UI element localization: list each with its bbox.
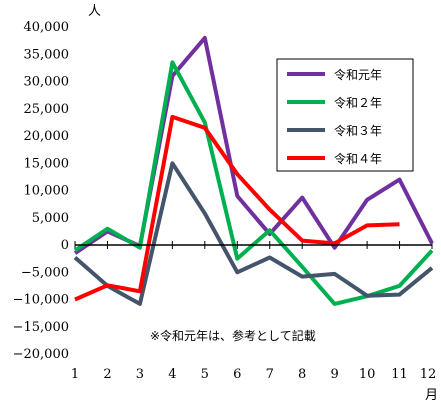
y-tick-label: −20,000: [13, 347, 69, 362]
legend-label: 令和元年: [334, 67, 382, 82]
x-tick-label: 3: [136, 367, 144, 382]
legend-box: [276, 58, 414, 172]
x-tick-label: 5: [201, 367, 209, 382]
x-axis-ticks: 1 2 3 4 5 6 7 8 9 10 11 12: [71, 241, 436, 382]
y-axis-unit: 人: [88, 4, 101, 19]
y-tick-label: 40,000: [24, 20, 70, 35]
x-tick-label: 9: [330, 367, 338, 382]
y-tick-label: 5,000: [32, 211, 69, 226]
y-tick-label: 20,000: [24, 129, 70, 144]
x-tick-label: 7: [266, 367, 274, 382]
x-tick-label: 8: [298, 367, 306, 382]
y-axis-ticks: 40,000 35,000 30,000 25,000 20,000 15,000 10,0…: [13, 20, 69, 362]
y-tick-label: 0: [61, 238, 69, 253]
x-tick-label: 10: [359, 367, 376, 382]
y-tick-label: −5,000: [21, 265, 69, 280]
y-tick-label: 15,000: [24, 156, 70, 171]
y-tick-label: 30,000: [24, 75, 70, 90]
y-tick-label: 35,000: [24, 47, 70, 62]
series-line: [73, 161, 434, 306]
legend-label: 令和３年: [334, 123, 382, 138]
y-tick-label: 10,000: [24, 184, 70, 199]
y-tick-label: −10,000: [13, 293, 69, 308]
x-axis-unit: 月: [425, 388, 438, 403]
x-tick-label: 2: [103, 367, 111, 382]
x-tick-label: 4: [168, 367, 176, 382]
chart-annotation: ※令和元年は、参考として記載: [150, 328, 316, 343]
x-tick-label: 6: [233, 367, 241, 382]
series-line: [74, 114, 400, 302]
y-tick-label: −15,000: [13, 320, 69, 335]
legend-label: 令和２年: [334, 95, 382, 110]
x-tick-label: 1: [71, 367, 79, 382]
y-tick-label: 25,000: [24, 102, 70, 117]
legend-label: 令和４年: [334, 151, 382, 166]
x-tick-label: 12: [420, 367, 437, 382]
x-tick-label: 11: [391, 367, 408, 382]
